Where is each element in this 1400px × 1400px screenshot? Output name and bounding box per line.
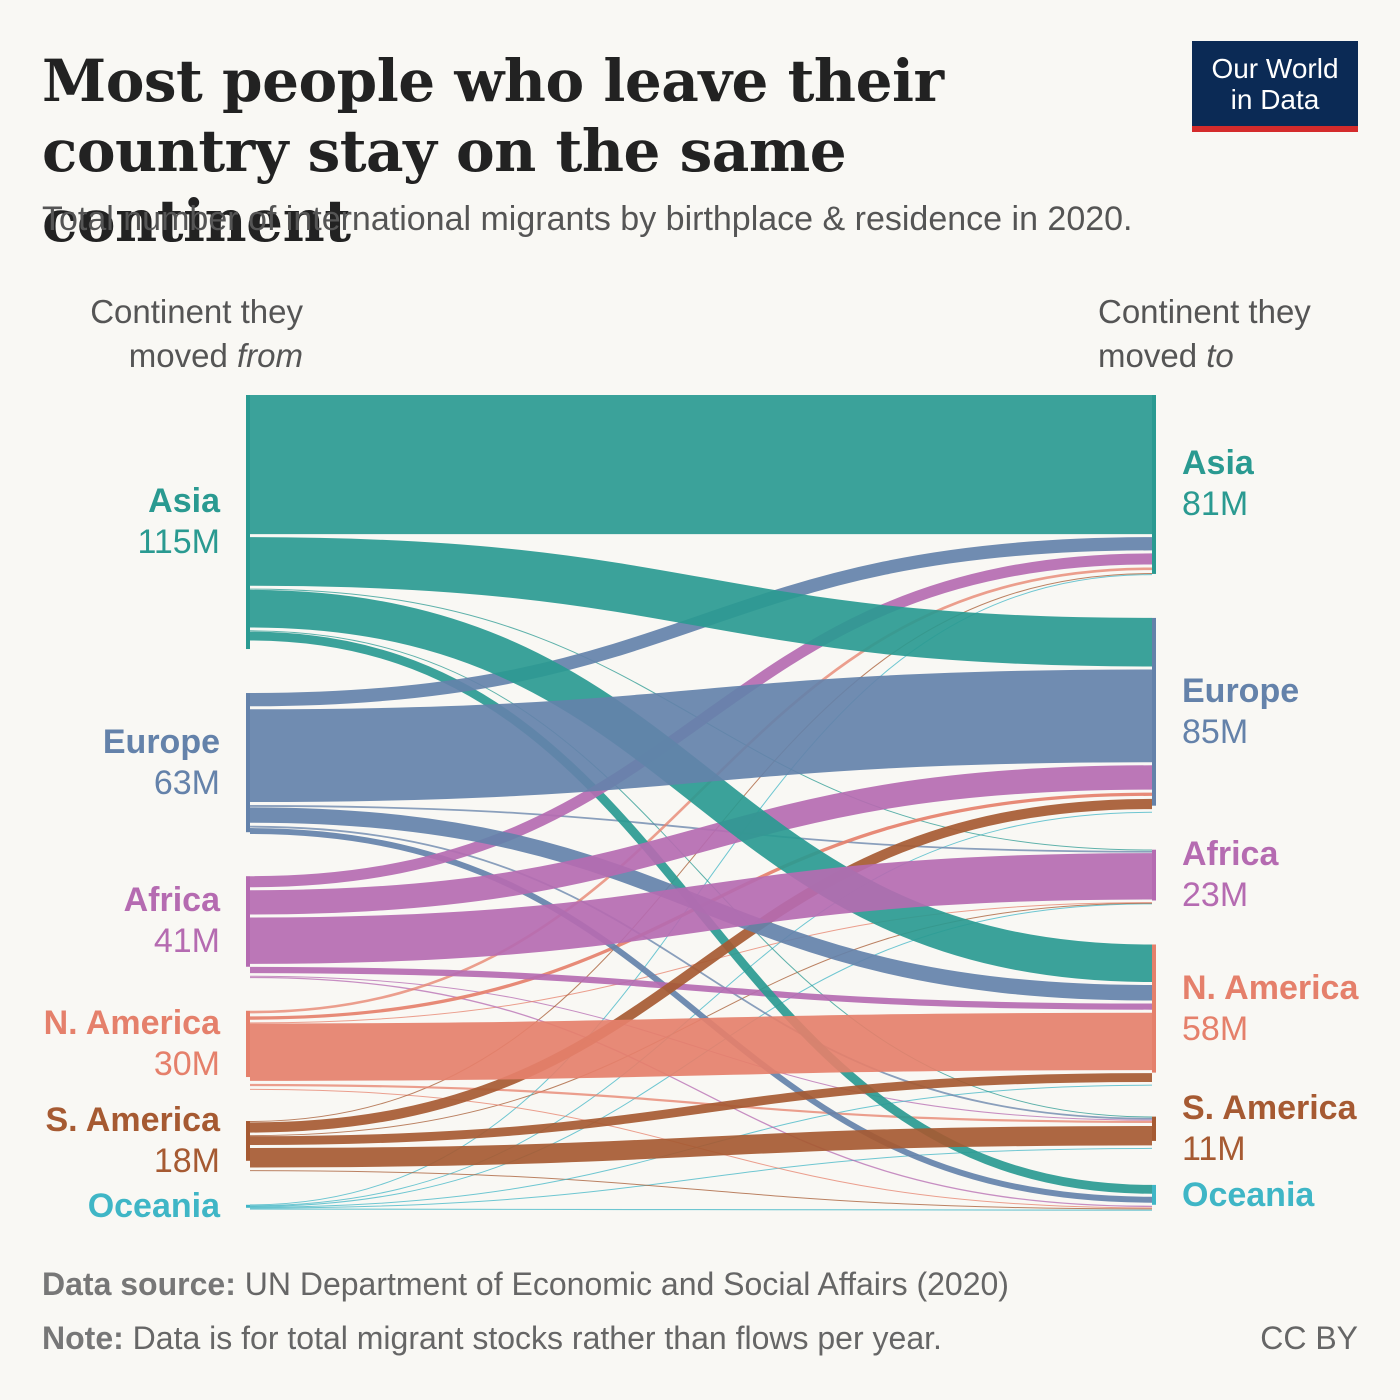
node-name: Oceania — [1182, 1175, 1315, 1214]
node-value: 58M — [1182, 1009, 1249, 1048]
node-value: 81M — [1182, 485, 1249, 524]
node-label-right-africa: Africa 23M — [1182, 834, 1278, 916]
node-value: 41M — [153, 922, 220, 961]
flow-samerica-to-namerica[interactable] — [249, 1073, 1153, 1146]
flow-asia-to-europe[interactable] — [249, 537, 1153, 667]
chart-note: Note: Data is for total migrant stocks r… — [42, 1320, 942, 1357]
node-value: 23M — [1182, 876, 1249, 915]
node-bar-from-asia — [246, 395, 250, 650]
left-axis-heading: Continent they moved from — [0, 290, 303, 378]
flow-namerica-to-namerica[interactable] — [249, 1012, 1153, 1081]
node-value: 18M — [153, 1141, 220, 1180]
node-bar-to-asia — [1152, 395, 1156, 574]
logo-line-1: Our World — [1211, 53, 1339, 84]
flow-europe-to-europe[interactable] — [249, 669, 1153, 803]
node-bar-to-africa — [1152, 849, 1156, 901]
flow-oceania-to-oceania[interactable] — [249, 1208, 1153, 1211]
node-name: S. America — [1182, 1088, 1357, 1127]
right-heading-emphasis: to — [1206, 337, 1234, 374]
right-axis-heading: Continent they moved to — [1098, 290, 1400, 378]
node-name: Europe — [1182, 671, 1300, 710]
node-name: Asia — [1182, 444, 1254, 483]
chart-title: Most people who leave their country stay… — [42, 47, 944, 255]
node-label-left-namerica: N. America 30M — [44, 1003, 220, 1085]
flow-africa-to-oceania[interactable] — [249, 976, 1153, 1208]
flow-europe-to-oceania[interactable] — [249, 828, 1153, 1203]
node-bar-to-samerica — [1152, 1116, 1156, 1141]
flow-europe-to-samerica[interactable] — [249, 825, 1153, 1120]
flow-asia-to-namerica[interactable] — [249, 589, 1153, 983]
chart-subtitle: Total number of international migrants b… — [42, 200, 1133, 238]
node-label-right-oceania: Oceania — [1182, 1175, 1314, 1216]
node-label-right-namerica: N. America 58M — [1182, 968, 1358, 1050]
right-heading-text: Continent they moved — [1098, 293, 1311, 374]
node-value: 115M — [137, 523, 220, 561]
node-name: N. America — [1182, 968, 1359, 1007]
node-label-left-samerica: S. America 18M — [46, 1100, 221, 1182]
node-name: Oceania — [87, 1186, 220, 1225]
node-name: Europe — [102, 722, 220, 761]
node-value: 30M — [153, 1044, 220, 1083]
flow-oceania-to-europe[interactable] — [249, 811, 1153, 1207]
node-label-left-asia: Asia 115M — [137, 481, 220, 563]
node-bar-to-oceania — [1152, 1184, 1156, 1205]
note-text: Data is for total migrant stocks rather … — [132, 1320, 942, 1356]
node-label-right-europe: Europe 85M — [1182, 671, 1299, 753]
node-label-left-oceania: Oceania — [88, 1186, 220, 1227]
flow-africa-to-namerica[interactable] — [249, 966, 1153, 1010]
node-value: 11M — [1182, 1129, 1246, 1168]
flow-samerica-to-samerica[interactable] — [249, 1125, 1153, 1168]
node-name: S. America — [45, 1100, 221, 1139]
source-text: UN Department of Economic and Social Aff… — [244, 1266, 1009, 1302]
node-name: N. America — [43, 1003, 220, 1042]
note-label: Note: — [42, 1320, 124, 1356]
node-bar-from-europe — [246, 693, 250, 833]
flow-namerica-to-samerica[interactable] — [249, 1083, 1153, 1123]
flow-samerica-to-oceania[interactable] — [249, 1170, 1153, 1210]
node-bar-from-namerica — [246, 1010, 250, 1078]
data-source: Data source: UN Department of Economic a… — [42, 1266, 1009, 1303]
flow-asia-to-samerica[interactable] — [249, 630, 1153, 1118]
left-heading-emphasis: from — [237, 337, 303, 374]
node-label-right-samerica: S. America 11M — [1182, 1088, 1357, 1170]
flow-africa-to-africa[interactable] — [249, 853, 1153, 964]
source-label: Data source: — [42, 1266, 236, 1302]
node-bar-from-africa — [246, 876, 250, 967]
flow-africa-to-europe[interactable] — [249, 765, 1153, 915]
node-bar-from-oceania — [246, 1204, 250, 1208]
node-name: Africa — [1182, 835, 1279, 874]
node-label-right-asia: Asia 81M — [1182, 443, 1254, 525]
owid-logo[interactable]: Our World in Data — [1192, 41, 1358, 132]
license[interactable]: CC BY — [1260, 1320, 1358, 1356]
node-name: Asia — [148, 482, 220, 520]
logo-line-2: in Data — [1230, 84, 1320, 115]
node-name: Africa — [123, 881, 220, 920]
node-value: 85M — [1182, 712, 1249, 751]
node-bar-to-europe — [1152, 617, 1156, 806]
flow-oceania-to-samerica[interactable] — [249, 1147, 1153, 1209]
node-bar-to-namerica — [1152, 944, 1156, 1073]
node-label-left-africa: Africa 41M — [124, 880, 220, 962]
node-label-left-europe: Europe 63M — [103, 722, 220, 804]
node-value: 63M — [153, 763, 220, 802]
flow-samerica-to-europe[interactable] — [249, 798, 1153, 1133]
node-bar-from-samerica — [246, 1121, 250, 1161]
left-heading-text: Continent they moved — [90, 293, 303, 374]
